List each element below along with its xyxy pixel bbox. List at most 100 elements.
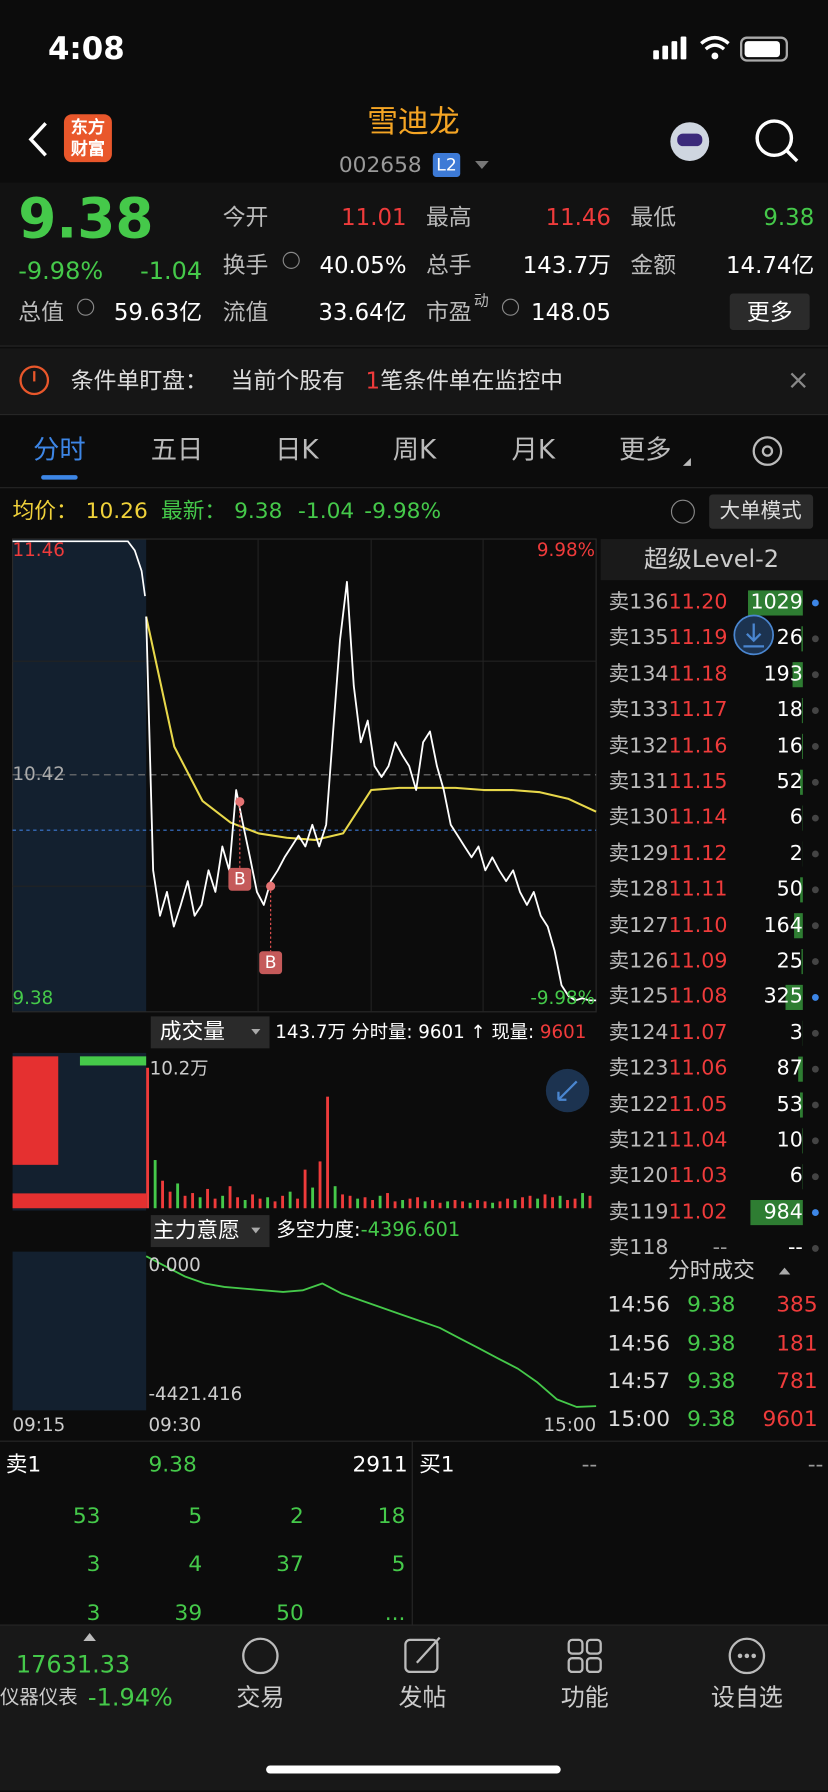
premarket-bg [12, 1251, 147, 1411]
dropdown [251, 1028, 261, 1035]
level2-volume: 3 [789, 1020, 803, 1045]
signal-bar [680, 36, 687, 60]
robot-visor [677, 133, 703, 147]
volume-bar [318, 1161, 322, 1209]
tab[interactable]: 日K [275, 435, 319, 466]
help-icon [670, 499, 695, 524]
tick-time: 14:57 [607, 1368, 671, 1394]
avg: 10.26 [85, 498, 148, 524]
volume-bar [161, 1180, 164, 1209]
price-high: 11.46 [12, 539, 65, 561]
change: -1.04 [140, 257, 203, 285]
queue-volume: ... [384, 1600, 406, 1626]
level2-label: 卖130 [608, 805, 669, 830]
volume-bar [800, 1092, 803, 1118]
tab[interactable]: 月K [511, 435, 556, 466]
premarket-vol [79, 1056, 147, 1066]
row-dot [811, 671, 819, 679]
volume-bar [528, 1195, 532, 1209]
price-line [145, 580, 597, 1002]
tick-price: 9.38 [687, 1368, 736, 1394]
force-label[interactable]: 主力意愿 [153, 1217, 240, 1244]
dropdown [475, 161, 489, 170]
volume-bar [446, 1201, 450, 1209]
dropdown-box [150, 1215, 270, 1248]
queue-volume: 5 [391, 1551, 406, 1577]
level2-label: 卖126 [608, 949, 669, 973]
stat-value: 33.64亿 [318, 298, 407, 326]
row-dot [811, 850, 819, 858]
marker-box [259, 951, 283, 975]
tab[interactable]: 分时 [33, 435, 86, 466]
stat-value: 11.46 [545, 203, 611, 231]
volume-bar [468, 1202, 472, 1209]
volume-bar [802, 1128, 803, 1154]
post-icon [415, 1636, 441, 1664]
volume-bar [243, 1200, 247, 1209]
price-mid: 10.42 [12, 762, 65, 785]
tab-item[interactable]: 功能 [560, 1683, 609, 1712]
level2-price: 11.10 [668, 913, 728, 938]
level2-volume: 164 [763, 913, 803, 938]
level2-price: 11.20 [668, 590, 728, 615]
tab-item[interactable]: 设自选 [710, 1683, 783, 1712]
volume-bar [536, 1198, 540, 1209]
level2-label: 卖131 [608, 769, 669, 794]
row-dot [811, 922, 819, 930]
volume-bar [333, 1186, 337, 1209]
watchlist-dot [744, 1653, 750, 1659]
marker-dot [266, 881, 276, 891]
ask-price: 9.38 [148, 1452, 197, 1478]
volume-bar [251, 1194, 254, 1209]
tab[interactable]: 五日 [150, 435, 204, 466]
tab[interactable]: 周K [392, 435, 437, 466]
level2-volume: 53 [776, 1092, 803, 1117]
battery [740, 36, 788, 62]
row-dot [811, 1245, 819, 1252]
mode-button[interactable]: 大单模式 [719, 499, 802, 524]
banner-bg [0, 348, 828, 415]
level2-volume: 87 [776, 1056, 803, 1081]
level2-volume: 25 [776, 949, 803, 973]
level2-price: 11.04 [668, 1128, 728, 1153]
dropdown-box [150, 1016, 270, 1049]
home-indicator [266, 1765, 561, 1774]
signal-bar [671, 41, 678, 60]
volume-info: 143.7万 [275, 1020, 346, 1043]
banner-title: 条件单盯盘： [70, 366, 208, 394]
volume-bar [401, 1200, 405, 1209]
volume-bar [408, 1198, 412, 1209]
volume-bar [461, 1201, 464, 1209]
level2-label: 卖127 [608, 913, 669, 938]
stock-code: 002658 [338, 152, 422, 178]
volume-bar [506, 1198, 509, 1209]
level2-price: 11.12 [668, 841, 728, 866]
stat-label: 金额 [630, 251, 677, 279]
close-icon [790, 372, 806, 388]
level2-volume: -- [787, 1235, 803, 1260]
marker-box [228, 867, 252, 891]
more-button[interactable]: 更多 [746, 298, 793, 326]
volume-bar [288, 1191, 292, 1209]
battery-level [744, 41, 780, 58]
info-icon [501, 298, 520, 316]
volume-bar [423, 1201, 427, 1209]
tab-item[interactable]: 交易 [236, 1683, 285, 1712]
volume-info: 9601 [539, 1020, 587, 1043]
ticks-title: 分时成交 [668, 1257, 755, 1284]
tab[interactable]: 更多 [618, 435, 672, 466]
stat-label: 今开 [222, 203, 269, 231]
volume-bar [801, 626, 803, 652]
level2-label: 卖120 [608, 1164, 669, 1189]
volume-bar [794, 913, 803, 939]
volume-bar [206, 1188, 209, 1209]
search-handle [785, 149, 799, 163]
volume-label[interactable]: 成交量 [159, 1019, 225, 1045]
volume-bar [785, 984, 803, 1010]
volume-bar [378, 1195, 382, 1209]
volume-max: 10.2万 [149, 1057, 209, 1080]
dropdown [251, 1227, 261, 1234]
watchlist-dot [751, 1653, 757, 1659]
tab-item[interactable]: 发帖 [398, 1683, 447, 1712]
